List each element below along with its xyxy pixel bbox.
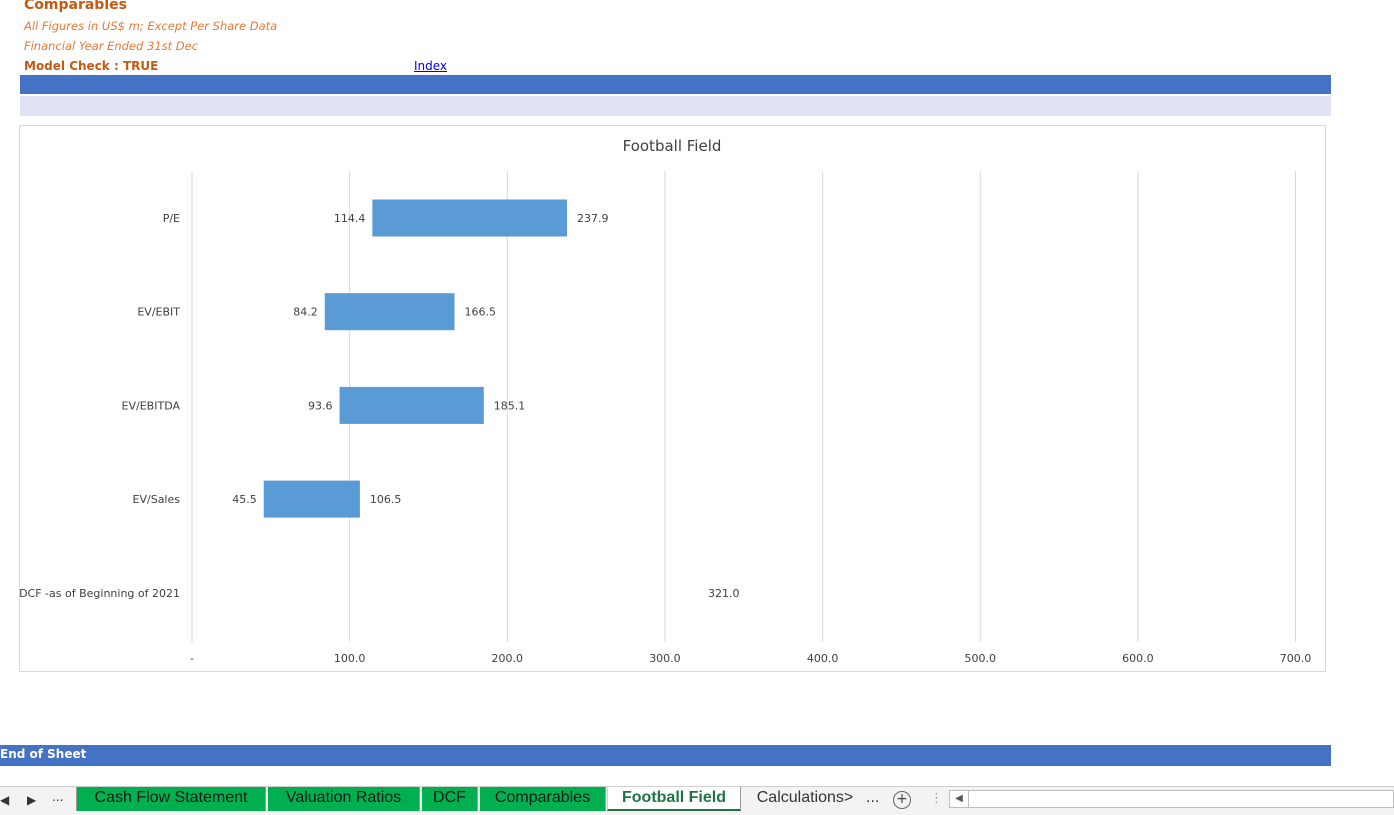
tab-dcf[interactable]: DCF <box>422 787 478 811</box>
tab-scroll-more[interactable]: ... <box>52 790 64 804</box>
end-of-sheet-band: End of Sheet <box>0 745 1331 766</box>
low-value-label: 114.4 <box>334 212 366 225</box>
model-check: Model Check : TRUE <box>24 59 159 73</box>
tab-football-field[interactable]: Football Field <box>607 787 741 811</box>
end-of-sheet-label: End of Sheet <box>0 747 87 761</box>
sheet-title: Comparables <box>24 0 127 13</box>
x-tick-label: 400.0 <box>807 652 839 665</box>
range-bar <box>372 199 568 237</box>
tab-scroll-next-icon[interactable]: ▶ <box>27 793 37 807</box>
category-label: P/E <box>163 212 180 225</box>
sheet-tab-bar: ◀ ▶ ... Cash Flow Statement Valuation Ra… <box>0 786 1394 815</box>
range-bar <box>263 480 360 518</box>
x-tick-label: 100.0 <box>334 652 366 665</box>
high-value-label: 106.5 <box>370 493 402 506</box>
range-bar <box>339 386 484 424</box>
high-value-label: 166.5 <box>464 306 496 319</box>
category-label: EV/EBITDA <box>122 399 181 412</box>
tab-valuation-ratios[interactable]: Valuation Ratios <box>268 787 420 811</box>
chart-area[interactable]: Football Field - 100.0 200.0 300.0 400.0 500.0… <box>19 125 1326 672</box>
high-value-label: 321.0 <box>708 587 740 600</box>
fiscal-year-note: Financial Year Ended 31st Dec <box>24 39 199 53</box>
tab-comparables[interactable]: Comparables <box>480 787 606 811</box>
x-tick-label: 500.0 <box>965 652 997 665</box>
header-band-light <box>20 96 1331 116</box>
low-value-label: 45.5 <box>232 493 257 506</box>
football-field-chart: Football Field - 100.0 200.0 300.0 400.0 500.0… <box>19 137 1312 665</box>
scroll-left-icon[interactable]: ◀ <box>950 791 969 807</box>
header-band <box>20 75 1331 94</box>
x-tick-label: 700.0 <box>1280 652 1312 665</box>
tab-calculations[interactable]: Calculations> <box>756 789 854 806</box>
x-tick-label: - <box>190 652 194 665</box>
x-tick-label: 300.0 <box>649 652 681 665</box>
category-label: EV/EBIT <box>137 306 180 319</box>
horizontal-scrollbar[interactable]: ◀ <box>949 790 1394 808</box>
x-tick-label: 200.0 <box>492 652 524 665</box>
high-value-label: 185.1 <box>494 399 526 412</box>
x-tick-label: 600.0 <box>1122 652 1154 665</box>
range-bar <box>324 293 455 331</box>
category-label: EV/Sales <box>133 493 181 506</box>
units-note: All Figures in US$ m; Except Per Share D… <box>24 19 278 33</box>
tab-cash-flow-statement[interactable]: Cash Flow Statement <box>76 787 266 811</box>
index-link[interactable]: Index <box>414 59 448 73</box>
high-value-label: 237.9 <box>577 212 609 225</box>
add-sheet-icon[interactable]: + <box>893 791 911 809</box>
low-value-label: 93.6 <box>308 399 333 412</box>
tab-scroll-prev-icon[interactable]: ◀ <box>0 793 10 807</box>
tab-more-right[interactable]: ... <box>866 790 880 806</box>
category-label: DCF -as of Beginning of 2021 <box>20 587 180 600</box>
split-handle-icon[interactable]: ⋮ <box>930 791 943 806</box>
chart-title: Football Field <box>623 137 722 155</box>
low-value-label: 84.2 <box>293 306 318 319</box>
